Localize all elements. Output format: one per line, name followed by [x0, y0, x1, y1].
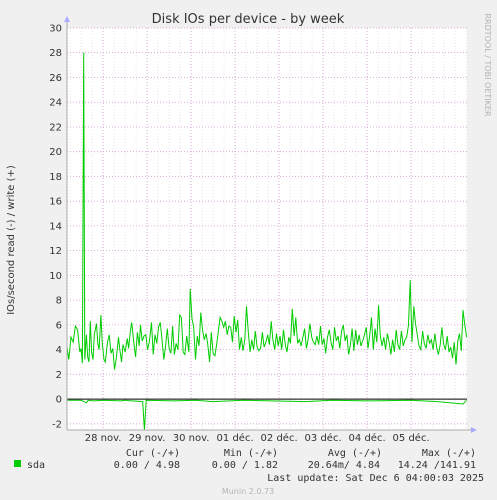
x-tick-label: 30 nov.	[173, 433, 210, 444]
munin-version: Munin 2.0.73	[222, 487, 274, 496]
y-tick-label: 8	[56, 296, 62, 307]
grid	[67, 27, 467, 430]
x-tick-label: 04 déc.	[349, 432, 386, 444]
legend-header-avg: Avg (-/+)	[328, 448, 382, 459]
x-tick-label: 05 déc.	[393, 432, 430, 444]
y-tick-label: 10	[49, 271, 62, 282]
y-tick-label: 14	[49, 221, 62, 232]
x-tick-labels: 28 nov. 29 nov. 30 nov. 01 déc. 02 déc. 03 dé…	[85, 432, 430, 444]
legend-value-max: 14.24 /141.91	[398, 460, 476, 471]
series-line-read	[67, 399, 467, 431]
legend-header-min: Min (-/+)	[224, 448, 278, 459]
y-tick-label: 6	[56, 320, 62, 331]
y-tick-label: 22	[49, 123, 62, 134]
y-tick-label: 30	[49, 24, 62, 35]
legend-swatch-sda	[14, 460, 21, 467]
x-axis-arrow	[471, 427, 477, 433]
y-axis-label: IOs/second read (-) / write (+)	[6, 165, 17, 315]
x-tick-label: 29 nov.	[129, 433, 166, 444]
y-tick-label: 12	[49, 246, 62, 257]
series-line-write	[66, 52, 468, 370]
x-tick-label: 28 nov.	[85, 433, 122, 444]
plot-area	[67, 28, 467, 430]
legend-header-cur: Cur (-/+)	[126, 448, 180, 459]
chart-title: Disk IOs per device - by week	[152, 12, 345, 27]
last-update: Last update: Sat Dec 6 04:00:03 2025	[267, 473, 484, 484]
legend-label-sda: sda	[27, 460, 45, 471]
y-tick-label: 20	[49, 147, 62, 158]
y-tick-label: 18	[49, 172, 62, 183]
series-lines	[66, 52, 468, 431]
side-text: RRDTOOL / TOBI OETIKER	[483, 13, 492, 116]
y-tick-label: -2	[52, 419, 62, 430]
y-tick-label: 28	[49, 48, 62, 59]
y-axis-arrow	[64, 16, 70, 22]
y-tick-label: 16	[49, 197, 62, 208]
y-tick-label: 2	[56, 370, 62, 381]
x-tick-label: 02 déc.	[261, 432, 298, 444]
y-tick-label: 26	[49, 73, 62, 84]
x-tick-label: 01 déc.	[217, 432, 254, 444]
legend-header-max: Max (-/+)	[422, 448, 476, 459]
x-tick-label: 03 déc.	[305, 432, 342, 444]
legend-value-min: 0.00 / 1.82	[212, 460, 278, 471]
y-tick-label: 24	[49, 98, 62, 109]
axes	[64, 16, 477, 433]
legend-value-avg: 20.64m/ 4.84	[308, 460, 380, 471]
y-tick-label: 0	[56, 395, 62, 406]
legend-value-cur: 0.00 / 4.98	[114, 460, 180, 471]
y-tick-label: 4	[56, 345, 62, 356]
